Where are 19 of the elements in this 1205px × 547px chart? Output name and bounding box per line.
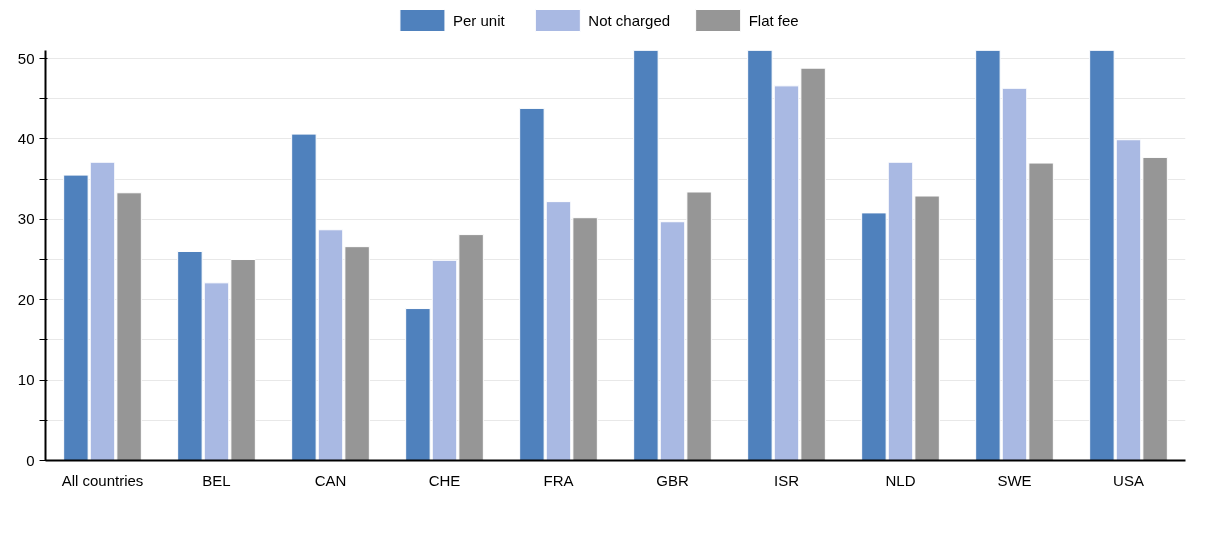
x-tick-label: All countries	[61, 471, 144, 489]
legend-label: Not charged	[588, 12, 671, 29]
x-tick-label: BEL	[202, 471, 231, 489]
x-tick-label: CAN	[314, 471, 347, 489]
x-tick-label: ISR	[774, 471, 800, 489]
y-tick-label: 0	[26, 451, 35, 469]
y-tick-label: 50	[17, 49, 35, 67]
legend-label: Flat fee	[748, 12, 799, 29]
x-tick-label: USA	[1113, 471, 1144, 489]
y-tick-label: 40	[17, 129, 35, 147]
x-tick-label: CHE	[428, 471, 461, 489]
legend-label: Per unit	[452, 12, 506, 29]
y-tick-label: 20	[17, 290, 35, 308]
x-tick-label: SWE	[997, 471, 1032, 489]
x-tick-label: NLD	[885, 471, 916, 489]
y-tick-label: 10	[17, 371, 35, 389]
y-tick-label: 30	[17, 210, 35, 228]
x-tick-label: FRA	[543, 471, 574, 489]
x-tick-label: GBR	[656, 471, 689, 489]
